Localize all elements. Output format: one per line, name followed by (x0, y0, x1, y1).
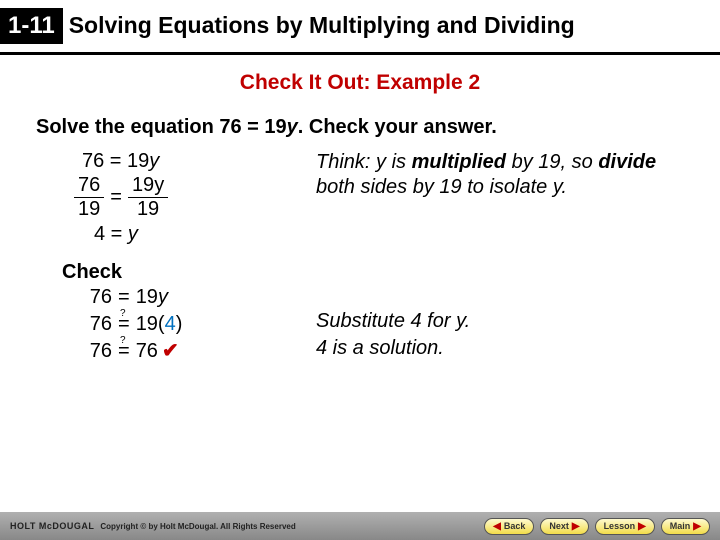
think-pre: Think: y is (316, 151, 412, 173)
ck1-eq-sign: = (118, 286, 130, 308)
next-label: Next (549, 521, 569, 531)
fnum-var: y (154, 174, 164, 196)
think-text: Think: y is multiplied by 19, so divide … (316, 150, 684, 200)
spacer (316, 200, 684, 308)
explanation-column: Think: y is multiplied by 19, so divide … (316, 148, 684, 365)
res-var: y (128, 223, 138, 245)
lesson-title: Solving Equations by Multiplying and Div… (63, 13, 575, 38)
result-line: 4 = y (36, 221, 316, 247)
back-label: Back (504, 521, 526, 531)
eq1-mid: = 19 (104, 150, 149, 172)
work-column: 76 = 19y 76 19 = 19y 19 4 = y (36, 148, 316, 365)
prompt-pre: Solve the equation 76 = 19 (36, 116, 287, 138)
frac-left: 76 19 (74, 174, 104, 221)
frac-num-left: 76 (74, 174, 104, 198)
check-block: Check 76 = 19y 76 ?= 19(4) 76 ?= 76✔ (36, 261, 316, 365)
lesson-number-badge: 1-11 (0, 8, 63, 44)
res-lhs: 4 (94, 223, 105, 245)
arrow-right-icon: ▶ (572, 521, 580, 532)
nav-buttons: ◀Back Next▶ Lesson▶ Main▶ (484, 518, 710, 535)
lesson-label: Lesson (604, 521, 636, 531)
check-label: Check (36, 261, 316, 284)
arrow-left-icon: ◀ (493, 521, 501, 532)
eq1-var: y (149, 150, 159, 172)
ck1-rhs: 19y (136, 284, 168, 311)
next-button[interactable]: Next▶ (540, 518, 588, 535)
arrow-right-icon: ▶ (638, 521, 646, 532)
frac-num-right: 19y (128, 174, 168, 198)
ck2-q: ? (120, 307, 126, 321)
prompt-post: . Check your answer. (298, 116, 497, 138)
check-line-2: 76 ?= 19(4) (36, 311, 316, 338)
res-mid: = (105, 223, 128, 245)
think-post: both sides by 19 to isolate y. (316, 176, 567, 198)
ck1-lhs: 76 (72, 284, 112, 311)
substitute-line-1: Substitute 4 for y. (316, 308, 684, 335)
main-label: Main (670, 521, 691, 531)
footer-bar: HOLT McDOUGAL Copyright © by Holt McDoug… (0, 512, 720, 540)
section-title: Check It Out: Example 2 (36, 71, 684, 95)
ck2-pre: 19( (136, 313, 165, 335)
back-button[interactable]: ◀Back (484, 518, 534, 535)
ck3-lhs: 76 (72, 338, 112, 365)
frac-den-left: 19 (74, 198, 104, 221)
think-mid1: by 19, so (506, 151, 598, 173)
copyright: HOLT McDOUGAL Copyright © by Holt McDoug… (10, 521, 296, 531)
two-column-layout: 76 = 19y 76 19 = 19y 19 4 = y (36, 148, 684, 365)
ck2-rhs: 19(4) (136, 311, 183, 338)
substitute-line-2: 4 is a solution. (316, 335, 684, 362)
ck3-rhs: 76✔ (136, 338, 179, 365)
brand-logo: HOLT McDOUGAL (10, 521, 94, 531)
fnum-l: 76 (78, 174, 100, 196)
think-b1: multiplied (412, 151, 506, 173)
header-bar: 1-11 Solving Equations by Multiplying an… (0, 0, 720, 52)
ck3-rhs-num: 76 (136, 340, 158, 362)
check-line-3: 76 ?= 76✔ (36, 338, 316, 365)
ck3-q: ? (120, 334, 126, 348)
frac-den-right: 19 (128, 198, 168, 221)
eq1-lhs: 76 (82, 150, 104, 172)
ck1-rhs-num: 19 (136, 286, 158, 308)
slide-content: Check It Out: Example 2 Solve the equati… (0, 55, 720, 365)
frac-right: 19y 19 (128, 174, 168, 221)
arrow-right-icon: ▶ (693, 521, 701, 532)
frac-equals: = (104, 186, 128, 209)
lesson-button[interactable]: Lesson▶ (595, 518, 655, 535)
ck2-lhs: 76 (72, 311, 112, 338)
check-line-1: 76 = 19y (36, 284, 316, 311)
equation-line-1: 76 = 19y (36, 148, 316, 174)
checkmark-icon: ✔ (158, 340, 179, 362)
prompt-var: y (287, 116, 298, 138)
think-b2: divide (598, 151, 656, 173)
ck3-eq: ?= (112, 338, 136, 365)
copyright-text: Copyright © by Holt McDougal. All Rights… (100, 522, 295, 531)
ck2-val: 4 (165, 313, 176, 335)
ck2-post: ) (176, 313, 183, 335)
problem-prompt: Solve the equation 76 = 19y. Check your … (36, 115, 684, 140)
fraction-line: 76 19 = 19y 19 (36, 174, 316, 221)
ck1-var: y (158, 286, 168, 308)
main-button[interactable]: Main▶ (661, 518, 710, 535)
